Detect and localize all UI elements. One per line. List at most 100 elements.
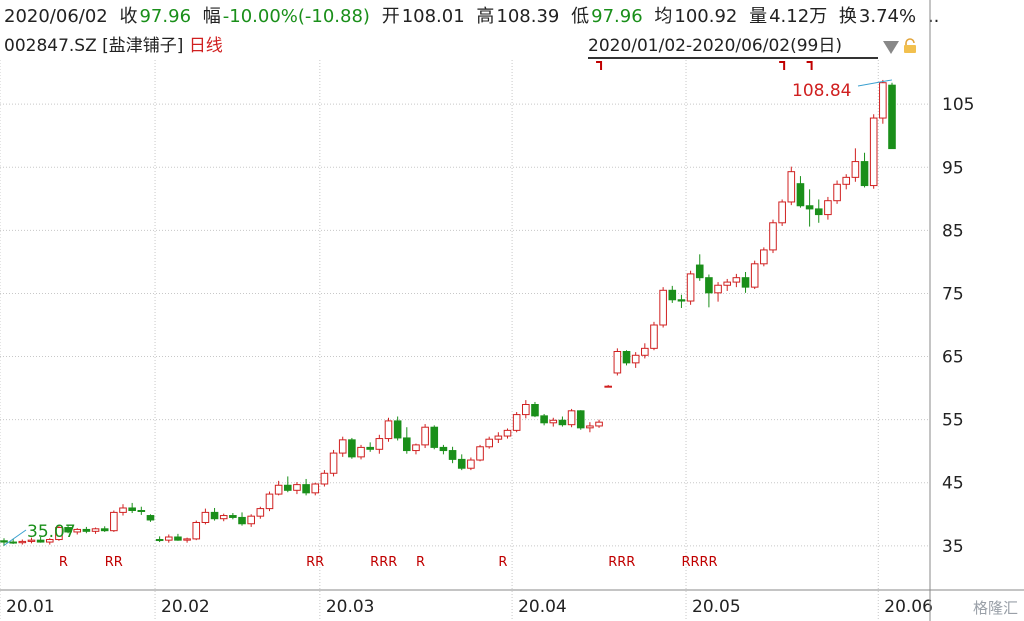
open-value: 108.01 [401, 6, 465, 27]
candle-body [750, 263, 759, 288]
candle [219, 513, 228, 522]
candle-body [613, 351, 622, 374]
low-value: 97.96 [591, 6, 643, 27]
close-value: 97.96 [139, 6, 192, 27]
candle-body [760, 249, 768, 265]
stock-code: 002847.SZ [盐津铺子] [4, 36, 184, 56]
candle [741, 272, 750, 293]
candle [531, 401, 539, 418]
r-marker: RR [306, 555, 324, 570]
candle [73, 528, 82, 535]
chart-subheader: 002847.SZ [盐津铺子] 日线 2020/01/02-2020/06/0… [0, 34, 1024, 59]
candle-body [531, 404, 539, 417]
candle [549, 417, 558, 427]
candle [695, 254, 704, 281]
candle-body [705, 277, 713, 294]
candle [824, 196, 832, 220]
candles [0, 79, 896, 546]
grid [0, 60, 930, 620]
y-tick-label: 75 [942, 284, 964, 304]
dropdown-triangle-icon[interactable] [883, 41, 899, 54]
candle-body [128, 507, 136, 512]
candle [366, 442, 374, 452]
x-tick-label: 20.03 [326, 597, 375, 617]
candle [485, 436, 493, 449]
candle [82, 526, 91, 534]
candle [283, 476, 292, 493]
candle [384, 417, 393, 442]
watermark-text: 格隆汇 [972, 599, 1018, 617]
candle-body [430, 426, 439, 448]
candle-body [375, 438, 384, 450]
candle-body [567, 410, 576, 426]
candle [677, 294, 686, 308]
candle [174, 533, 182, 541]
candle-body [824, 200, 832, 216]
candle [778, 199, 786, 226]
candle-body [82, 528, 91, 532]
candle [686, 270, 695, 305]
candle [412, 443, 420, 455]
candle-body [631, 354, 640, 364]
candle-body [888, 84, 896, 150]
candle-body [366, 446, 374, 450]
candle-body [274, 484, 283, 495]
candle [668, 285, 677, 303]
candle [91, 527, 100, 534]
candle [860, 152, 869, 188]
candle [814, 199, 823, 223]
candle-body [467, 459, 475, 469]
r-marker: R [416, 555, 425, 570]
volume-label: 量 [749, 6, 768, 27]
candle [192, 520, 201, 541]
x-tick-label: 20.06 [884, 597, 933, 617]
y-tick-label: 55 [942, 411, 964, 431]
candle [595, 419, 603, 428]
candle [164, 534, 173, 543]
r-marker: RRR [608, 555, 635, 570]
candle [760, 247, 768, 267]
more-indicator: .. [927, 6, 940, 27]
candle-body [357, 446, 365, 458]
candle-body [549, 419, 558, 424]
candle-body [329, 452, 338, 474]
turnover-label: 换 [838, 6, 857, 27]
candle-body [503, 429, 512, 437]
candle [338, 436, 347, 457]
candle [888, 82, 896, 150]
candle [64, 525, 72, 534]
r-marker: RR [105, 555, 123, 570]
candle-body [247, 515, 255, 525]
lock-icon[interactable] [903, 38, 917, 54]
r-marker: RRRR [681, 555, 717, 570]
candle [110, 510, 118, 532]
candle-body [851, 161, 860, 178]
candle-body [64, 527, 72, 533]
candle [100, 526, 109, 532]
candle-body [485, 438, 493, 448]
avg-label: 均 [654, 6, 673, 27]
candle-body [540, 415, 548, 424]
change-value: -10.00%(-10.88) [222, 6, 370, 27]
candle-body [384, 420, 393, 440]
candle [256, 506, 265, 519]
candle [558, 416, 567, 427]
candle [540, 413, 548, 426]
candle-body [256, 508, 265, 517]
quote-date: 2020/06/02 [4, 6, 108, 27]
date-range[interactable]: 2020/01/02-2020/06/02(99日) [588, 36, 842, 56]
candle-body [338, 439, 347, 454]
min-pointer-line [3, 529, 27, 546]
candle [274, 480, 283, 496]
candle-body [27, 539, 36, 542]
candle [247, 514, 255, 527]
candle-body [311, 483, 320, 494]
candle-body [860, 161, 869, 187]
candle-body [796, 183, 805, 207]
candle [302, 478, 310, 496]
candle [27, 537, 36, 544]
candle [439, 444, 448, 455]
candle-body [45, 539, 54, 543]
candle-body [869, 117, 878, 187]
